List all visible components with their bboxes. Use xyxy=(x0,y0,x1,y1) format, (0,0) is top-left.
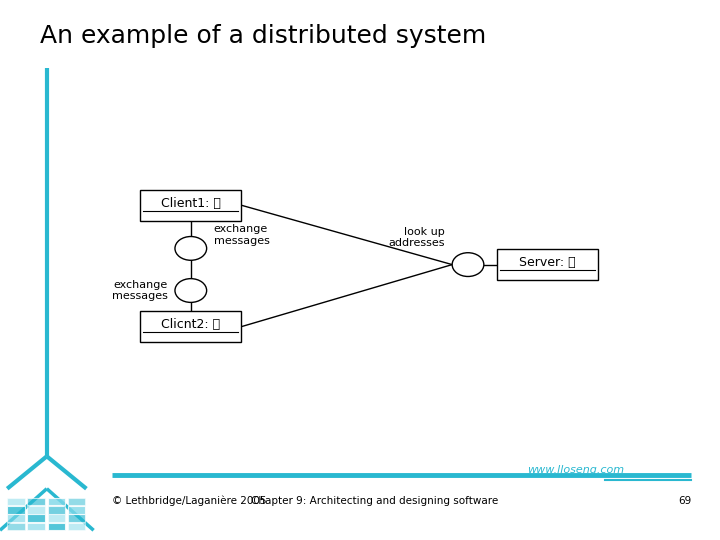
Bar xyxy=(68,523,86,530)
Circle shape xyxy=(175,279,207,302)
Bar xyxy=(27,498,45,505)
Bar xyxy=(48,515,66,522)
Text: www.lloseng.com: www.lloseng.com xyxy=(528,465,624,475)
Text: exchange
messages: exchange messages xyxy=(112,280,168,301)
Bar xyxy=(48,523,66,530)
Bar xyxy=(7,506,25,514)
Text: look up
addresses: look up addresses xyxy=(389,227,445,248)
Text: An example of a distributed system: An example of a distributed system xyxy=(40,24,486,48)
Bar xyxy=(7,498,25,505)
Circle shape xyxy=(452,253,484,276)
Bar xyxy=(68,515,86,522)
Text: © Lethbridge/Laganière 2005: © Lethbridge/Laganière 2005 xyxy=(112,496,266,507)
Text: Chapter 9: Architecting and designing software: Chapter 9: Architecting and designing so… xyxy=(251,496,498,506)
Bar xyxy=(48,498,66,505)
FancyBboxPatch shape xyxy=(140,190,241,221)
Bar xyxy=(68,498,86,505)
Bar xyxy=(7,523,25,530)
Text: Client1: 弁: Client1: 弁 xyxy=(161,197,221,210)
Bar xyxy=(27,506,45,514)
Bar xyxy=(7,515,25,522)
Text: 69: 69 xyxy=(678,496,691,506)
FancyBboxPatch shape xyxy=(140,311,241,342)
Bar xyxy=(27,523,45,530)
Bar xyxy=(68,506,86,514)
Text: exchange
messages: exchange messages xyxy=(214,224,270,246)
FancyBboxPatch shape xyxy=(497,249,598,280)
Bar xyxy=(48,506,66,514)
Text: Clicnt2: 弁: Clicnt2: 弁 xyxy=(161,318,220,331)
Bar xyxy=(27,515,45,522)
Text: Server: 屑: Server: 屑 xyxy=(519,256,575,269)
Circle shape xyxy=(175,237,207,260)
